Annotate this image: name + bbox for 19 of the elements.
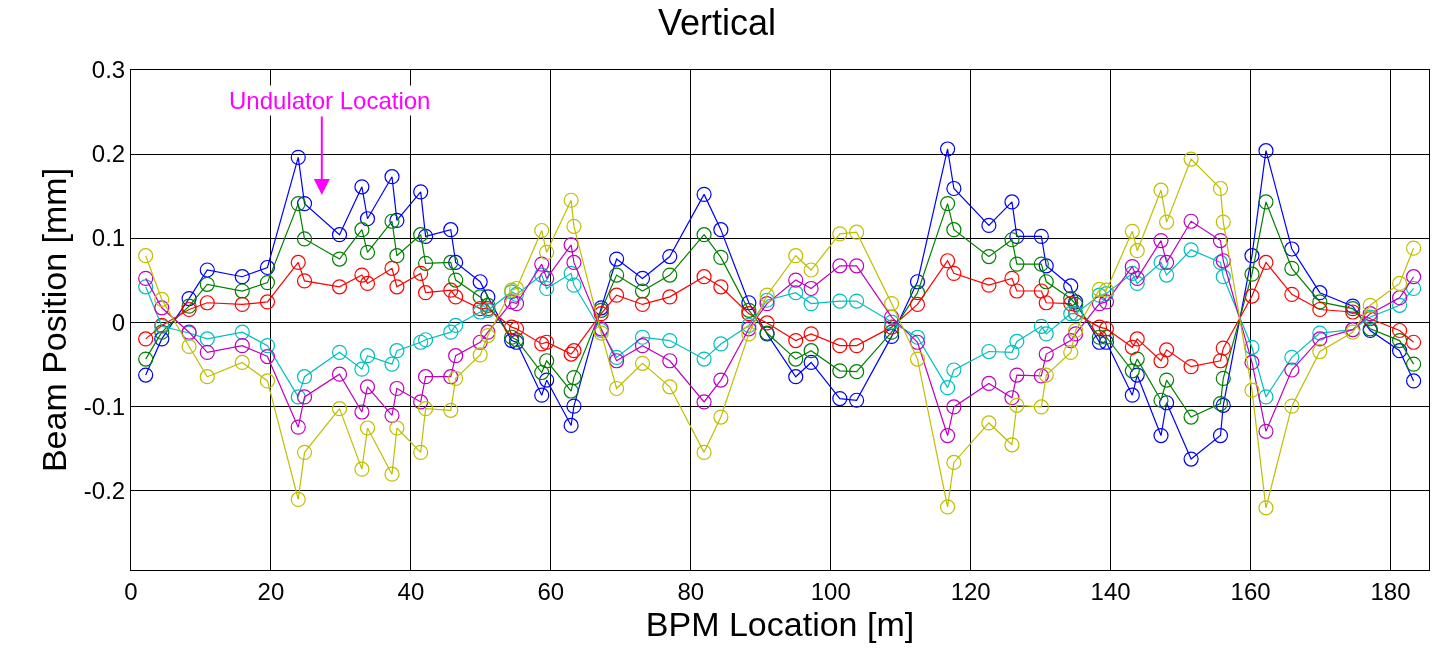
y-tick-label: -0.1 (83, 392, 126, 420)
x-tick-label: 180 (1370, 577, 1411, 605)
x-tick-label: 100 (810, 577, 851, 605)
x-tick-label: 140 (1090, 577, 1131, 605)
annotation: Undulator Location (229, 87, 431, 114)
chart-title: Vertical (657, 2, 777, 44)
x-tick-label: 160 (1230, 577, 1271, 605)
x-axis-title: BPM Location [m] (645, 604, 915, 643)
x-tick-label: 80 (677, 577, 705, 605)
y-axis-title: Beam Position [mm] (35, 167, 74, 473)
y-tick-label: 0.3 (91, 56, 126, 84)
y-tick-label: 0 (111, 308, 126, 336)
y-tick-label: 0.2 (91, 140, 126, 168)
x-tick-label: 60 (537, 577, 565, 605)
x-tick-label: 40 (397, 577, 425, 605)
x-tick-label: 20 (257, 577, 285, 605)
y-tick-label: 0.1 (91, 224, 126, 252)
y-tick-label: -0.2 (83, 476, 126, 504)
x-tick-label: 120 (950, 577, 991, 605)
